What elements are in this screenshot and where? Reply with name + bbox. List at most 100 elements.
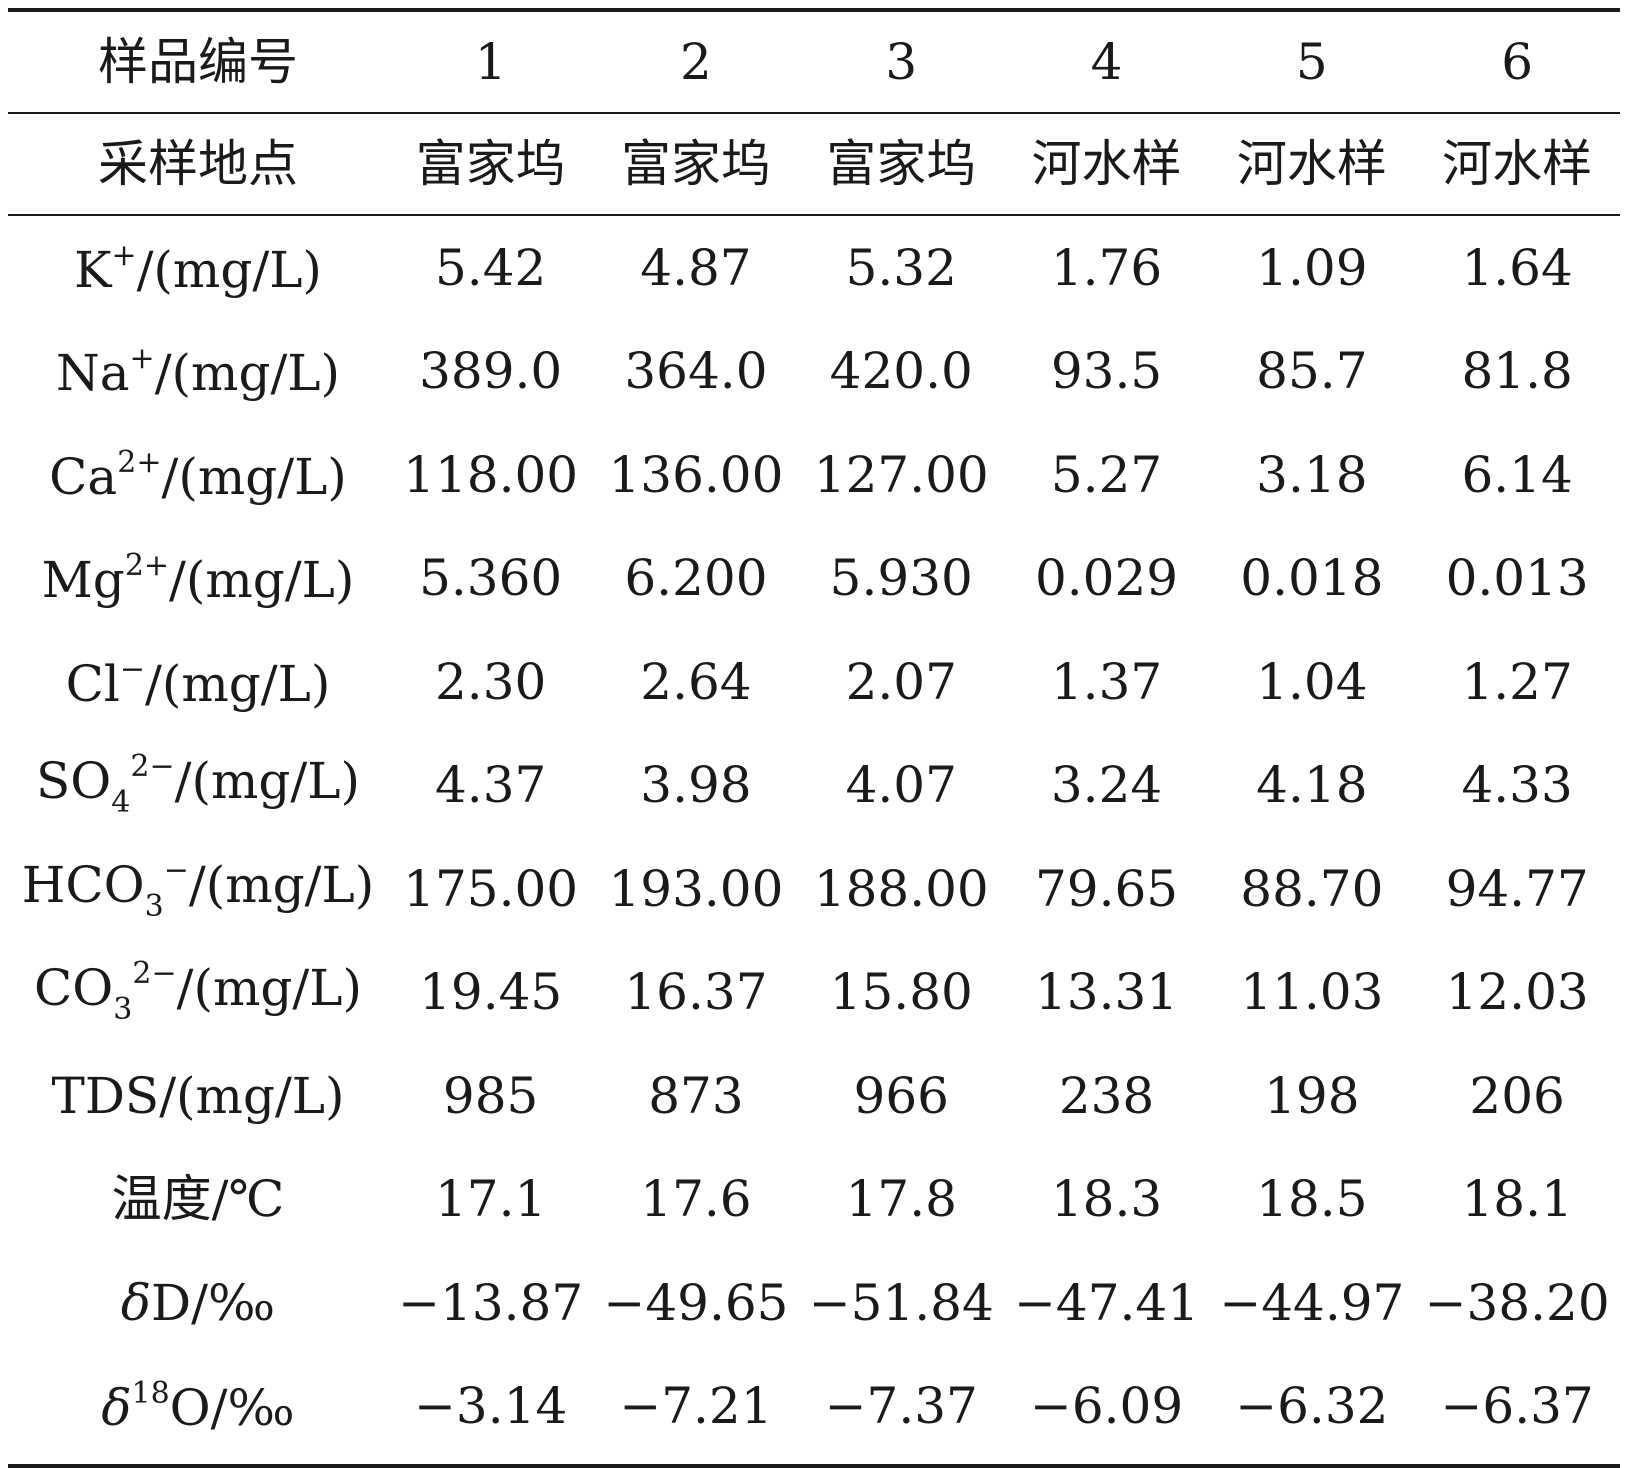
- value-cell: 364.0: [624, 342, 768, 401]
- value-cell: 985: [442, 1066, 539, 1125]
- table-body: K+/(mg/L) 5.42 4.87 5.32 1.76 1.09 1.64 Na+/(mg…: [8, 216, 1620, 1458]
- row-label: δD/‰: [8, 1278, 388, 1328]
- location-value: 富家坞: [826, 135, 977, 193]
- value-cell: −6.32: [1235, 1377, 1389, 1436]
- table-row: K+/(mg/L) 5.42 4.87 5.32 1.76 1.09 1.64: [8, 216, 1620, 320]
- value-cell: 4.37: [434, 756, 547, 815]
- value-cell: −3.14: [414, 1377, 568, 1436]
- value-cell: 15.80: [829, 963, 973, 1022]
- value-cell: 1.64: [1461, 238, 1573, 297]
- location-label: 采样地点: [98, 135, 298, 193]
- table-top-rule: [8, 8, 1620, 12]
- unit: /(mg/L): [159, 1066, 345, 1125]
- superscript: 2+: [117, 444, 162, 480]
- location-value: 河水样: [1031, 135, 1182, 193]
- value-cell: 1.04: [1256, 652, 1368, 711]
- value-cell: 12.03: [1445, 963, 1589, 1022]
- value-cell: 1.37: [1050, 652, 1163, 711]
- table-row: HCO3−/(mg/L) 175.00 193.00 188.00 79.65 88.70…: [8, 837, 1620, 941]
- superscript: −: [163, 852, 189, 888]
- species: Ca: [49, 447, 118, 506]
- species: K: [74, 240, 112, 299]
- value-cell: 3.98: [640, 756, 752, 815]
- table-row: Ca2+/(mg/L) 118.00 136.00 127.00 5.27 3.18 6.1…: [8, 423, 1620, 527]
- value-cell: 2.64: [640, 652, 752, 711]
- value-cell: 873: [648, 1066, 744, 1125]
- table-row: δD/‰ −13.87 −49.65 −51.84 −47.41 −44.97 −38.20: [8, 1251, 1620, 1355]
- sample-number: 6: [1501, 33, 1534, 91]
- value-cell: 0.018: [1240, 549, 1384, 608]
- value-cell: 5.32: [845, 238, 957, 297]
- value-cell: 188.00: [813, 859, 989, 918]
- superscript: −: [119, 651, 146, 687]
- species: Mg: [41, 551, 125, 610]
- sample-number: 2: [680, 33, 712, 91]
- sample-number: 1: [474, 33, 507, 91]
- value-cell: 4.07: [845, 756, 957, 815]
- species: Cl: [65, 654, 120, 713]
- value-cell: 17.8: [845, 1170, 957, 1229]
- species-suffix: D: [151, 1273, 192, 1332]
- subscript: 3: [144, 888, 164, 924]
- sample-number: 4: [1090, 33, 1123, 91]
- value-cell: 3.24: [1050, 756, 1163, 815]
- table-row: Na+/(mg/L) 389.0 364.0 420.0 93.5 85.7 81.8: [8, 320, 1620, 424]
- sample-number: 5: [1295, 33, 1328, 91]
- value-cell: 16.37: [624, 963, 768, 1022]
- species-suffix: O: [169, 1379, 211, 1438]
- unit: /(mg/L): [145, 654, 331, 713]
- row-label: Cl−/(mg/L): [8, 651, 388, 709]
- location-value: 河水样: [1442, 135, 1593, 193]
- value-cell: −7.21: [619, 1377, 773, 1436]
- value-cell: −7.37: [824, 1377, 978, 1436]
- value-cell: 79.65: [1034, 859, 1179, 918]
- location-value: 富家坞: [620, 135, 771, 193]
- value-cell: 4.87: [640, 238, 752, 297]
- value-cell: 3.18: [1256, 445, 1368, 504]
- value-cell: 81.8: [1461, 342, 1573, 401]
- unit: /(mg/L): [161, 447, 347, 506]
- header-rule: [8, 112, 1620, 114]
- species: 温度: [111, 1170, 212, 1229]
- table-row: TDS/(mg/L) 985 873 966 238 198 206: [8, 1044, 1620, 1148]
- value-cell: −44.97: [1219, 1273, 1405, 1332]
- value-cell: 1.09: [1256, 238, 1368, 297]
- value-cell: 18.3: [1050, 1170, 1163, 1229]
- location-value: 富家坞: [415, 135, 566, 193]
- table-row: Mg2+/(mg/L) 5.360 6.200 5.930 0.029 0.018 0.01…: [8, 527, 1620, 631]
- row-label: Ca2+/(mg/L): [8, 444, 388, 502]
- superscript: 2−: [130, 749, 175, 785]
- sample-number: 3: [885, 33, 918, 91]
- subscript: 3: [113, 992, 133, 1028]
- value-cell: 5.360: [419, 549, 563, 608]
- value-cell: 17.1: [434, 1170, 547, 1229]
- value-cell: 238: [1058, 1066, 1155, 1125]
- subscript: 4: [111, 785, 131, 821]
- table-row: δ18O/‰ −3.14 −7.21 −7.37 −6.09 −6.32 −6.37: [8, 1355, 1620, 1459]
- species: δ: [120, 1273, 152, 1332]
- value-cell: 18.5: [1256, 1170, 1368, 1229]
- superscript: 2+: [124, 548, 170, 584]
- value-cell: 5.27: [1050, 445, 1163, 504]
- unit: /(mg/L): [174, 752, 360, 811]
- row-label: HCO3−/(mg/L): [8, 852, 388, 924]
- value-cell: 118.00: [403, 445, 579, 504]
- value-cell: 13.31: [1034, 963, 1179, 1022]
- row-label: CO32−/(mg/L): [8, 959, 388, 1025]
- value-cell: −49.65: [603, 1273, 789, 1332]
- value-cell: 4.33: [1461, 756, 1573, 815]
- value-cell: 88.70: [1240, 859, 1384, 918]
- row-label: 温度/℃: [8, 1174, 388, 1224]
- value-cell: 127.00: [813, 445, 989, 504]
- header-label: 样品编号: [98, 33, 298, 91]
- table-row: Cl−/(mg/L) 2.30 2.64 2.07 1.37 1.04 1.27: [8, 630, 1620, 734]
- superscript: +: [129, 341, 155, 377]
- value-cell: −38.20: [1424, 1273, 1610, 1332]
- value-cell: 1.76: [1050, 238, 1163, 297]
- table-row: SO42−/(mg/L) 4.37 3.98 4.07 3.24 4.18 4.33: [8, 734, 1620, 838]
- value-cell: 0.013: [1445, 549, 1589, 608]
- unit: /(mg/L): [169, 551, 355, 610]
- value-cell: 175.00: [403, 859, 579, 918]
- value-cell: 2.30: [434, 652, 547, 711]
- value-cell: −6.37: [1440, 1377, 1594, 1436]
